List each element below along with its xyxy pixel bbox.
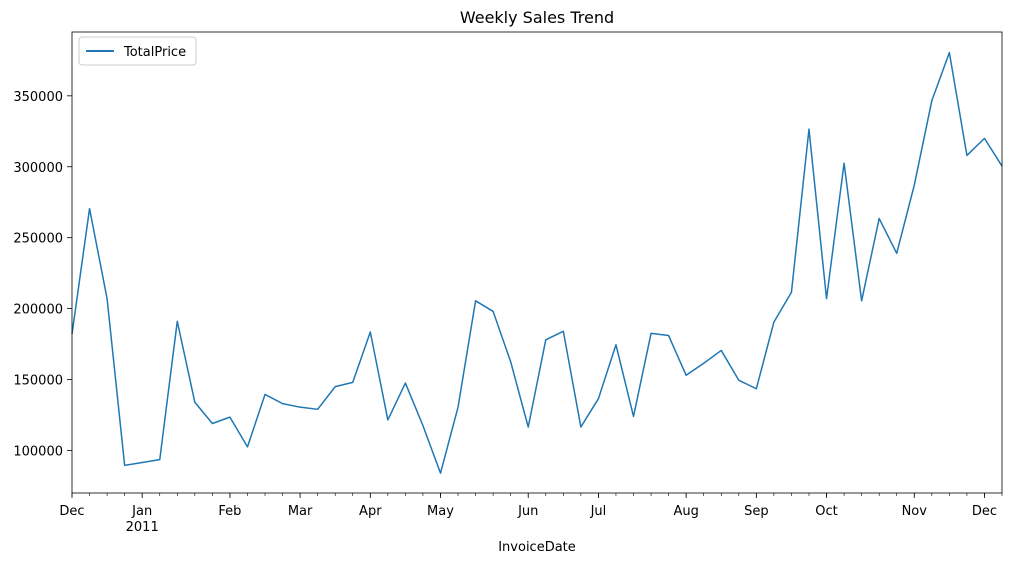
x-tick-label: Apr <box>359 504 382 519</box>
chart-title: Weekly Sales Trend <box>460 8 614 27</box>
plot-area <box>71 31 1003 494</box>
x-tick-label: Nov <box>902 504 928 519</box>
x-tick-label: Dec <box>59 504 84 519</box>
legend: TotalPrice <box>78 36 197 66</box>
x-tick-label: Aug <box>673 504 698 519</box>
y-tick-label: 350000 <box>13 90 63 105</box>
x-axis: Dec Jan Feb Mar Apr May Jun Jul Aug Sep Oct Nov Dec 2… <box>59 493 1003 535</box>
series-line-totalprice <box>71 51 1003 474</box>
x-tick-label: Mar <box>288 504 313 519</box>
y-tick-label: 150000 <box>13 374 63 389</box>
y-tick-label: 300000 <box>13 161 63 176</box>
legend-label-totalprice: TotalPrice <box>123 45 186 60</box>
x-axis-label: InvoiceDate <box>498 540 576 555</box>
plot-frame <box>71 31 1003 494</box>
y-tick-label: 200000 <box>13 303 63 318</box>
y-axis: 100000 150000 200000 250000 300000 350000 <box>13 90 72 459</box>
x-tick-label: Jan <box>131 504 152 519</box>
x-tick-label: Sep <box>744 504 769 519</box>
legend-box <box>78 36 197 66</box>
x-year-label: 2011 <box>126 520 159 535</box>
y-tick-label: 250000 <box>13 232 63 247</box>
y-tick-label: 100000 <box>13 444 63 459</box>
x-tick-label: Dec <box>972 504 997 519</box>
x-tick-label: Jun <box>517 504 538 519</box>
x-tick-label: May <box>427 504 454 519</box>
x-tick-label: Oct <box>815 504 837 519</box>
x-tick-label: Jul <box>590 504 607 519</box>
x-tick-label: Feb <box>218 504 241 519</box>
